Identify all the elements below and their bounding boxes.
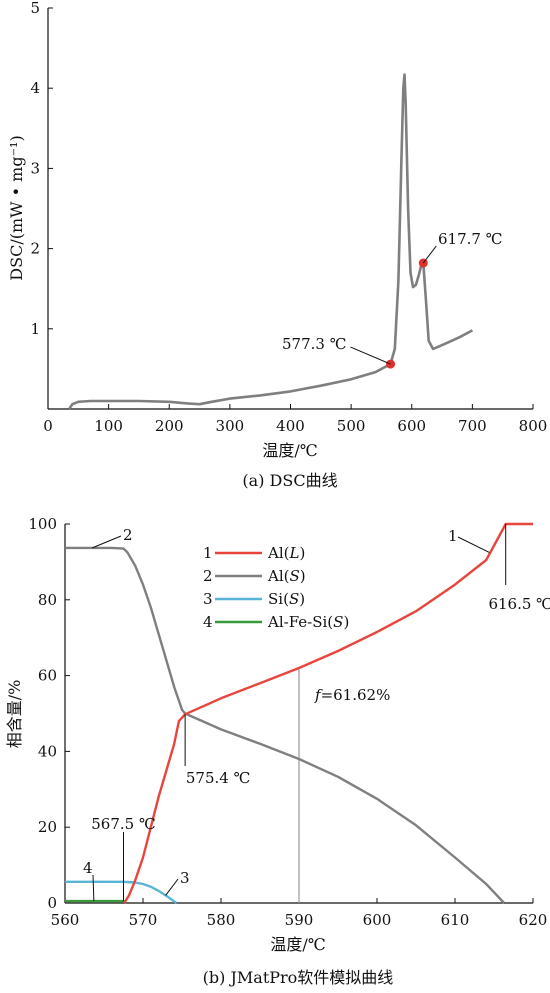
chart-b-legend-label-name: Al( (267, 544, 289, 562)
chart-b-xtick-label: 570 (129, 911, 158, 929)
chart-b-legend-label: Al(L) (267, 544, 305, 562)
chart-b-legend-label-phase: S (289, 567, 299, 585)
chart-b-legend-label-phase: L (288, 544, 299, 562)
chart-a-series-line (68, 73, 474, 410)
chart-b-annotation-fraction: f=61.62% (314, 686, 390, 704)
chart-b-legend-num: 2 (203, 567, 213, 585)
chart-a-xtick-label: 700 (458, 417, 487, 435)
chart-b-fraction-symbol: f (314, 686, 323, 704)
chart-b-ytick-label: 80 (38, 591, 57, 609)
chart-b-annotation-567: 567.5 ℃ (91, 815, 156, 833)
chart-a-xtick-label: 800 (519, 417, 548, 435)
chart-a-markers (386, 258, 428, 369)
chart-a-xtick-label: 600 (397, 417, 426, 435)
chart-a-xlabel: 温度/℃ (262, 441, 317, 460)
chart-b-legend-label-name: Al-Fe-Si( (267, 613, 333, 631)
chart-b-legend: 1 Al(L)2 Al(S)3 Si(S)4 Al-Fe-Si(S) (203, 544, 349, 631)
chart-b-caption: (b) JMatPro软件模拟曲线 (203, 968, 394, 987)
chart-a-annotations: 577.3 ℃ 617.7 ℃ (282, 230, 503, 365)
chart-b-annotation-616: 616.5 ℃ (488, 595, 550, 613)
chart-b-ytick-label: 60 (38, 667, 57, 685)
chart-b-legend-label-close: ) (299, 590, 305, 608)
chart-b-legend-label: Al(S) (267, 567, 306, 585)
chart-b-xlabel: 温度/℃ (270, 935, 325, 954)
chart-a-ticks: 0 100 200 300 400 500 600 700 800 1 2 3 4 5 (30, 0, 547, 435)
chart-a-xtick-label: 500 (337, 417, 366, 435)
chart-a-ytick-label: 2 (30, 240, 40, 258)
chart-b-ticks: 560 570 580 590 600 610 620 0 20 40 60 80 100 (28, 515, 547, 929)
chart-b-legend-label: Si(S) (268, 590, 305, 608)
chart-a-ytick-label: 5 (30, 0, 40, 17)
chart-b-annotations: 2 1 3 4 567.5 ℃ 575.4 ℃ 616.5 ℃ f=61.62% (83, 524, 550, 902)
chart-a-xtick-label: 0 (43, 417, 53, 435)
chart-b-curve-label-2: 2 (123, 526, 133, 544)
chart-a-xtick-label: 400 (276, 417, 305, 435)
chart-b-series (65, 522, 533, 904)
chart-b-legend-num: 4 (203, 613, 213, 631)
chart-b-ylabel: 相含量/% (5, 680, 24, 749)
chart-b-legend-label-close: ) (343, 613, 349, 631)
chart-b-curve-label-3: 3 (180, 869, 190, 887)
chart-b-legend-label-close: ) (299, 544, 305, 562)
chart-b-legend-label: Al-Fe-Si(S) (267, 613, 349, 631)
chart-b-legend-label-name: Si( (268, 590, 289, 608)
chart-b-series-line-1 (123, 522, 533, 904)
chart-b-curve-label-leader-3 (165, 878, 179, 896)
chart-b-xtick-label: 600 (363, 911, 392, 929)
chart-b-curve-label-leader-2 (92, 535, 122, 549)
chart-a-xtick-label: 300 (216, 417, 245, 435)
chart-b-ytick-label: 0 (47, 894, 57, 912)
chart-a-ytick-label: 3 (30, 159, 40, 177)
chart-b-ytick-label: 20 (38, 818, 57, 836)
chart-b-ytick-label: 40 (38, 742, 57, 760)
chart-a-xtick-label: 100 (94, 417, 123, 435)
chart-a-ytick-label: 1 (30, 320, 40, 338)
chart-a-annotation-leader-617 (422, 245, 437, 264)
chart-a-annotation-577: 577.3 ℃ (282, 335, 347, 353)
chart-a-caption: (a) DSC曲线 (242, 471, 337, 490)
chart-b-legend-num: 1 (203, 544, 213, 562)
chart-a-dsc: 0 100 200 300 400 500 600 700 800 1 2 3 4 5 577.3 ℃ 6… (7, 0, 547, 490)
chart-b-xtick-label: 580 (207, 911, 236, 929)
chart-b-legend-label-phase: S (289, 590, 299, 608)
chart-b-legend-num: 3 (203, 590, 213, 608)
chart-b-series-line-3 (65, 880, 178, 904)
chart-b-legend-label-close: ) (300, 567, 306, 585)
chart-b-xtick-label: 560 (51, 911, 80, 929)
chart-b-ytick-label: 100 (28, 515, 57, 533)
chart-b-annotation-575: 575.4 ℃ (186, 769, 251, 787)
chart-b-xtick-label: 590 (285, 911, 314, 929)
chart-a-ylabel: DSC/(mW • mg⁻¹) (7, 135, 26, 280)
chart-a-annotation-617: 617.7 ℃ (438, 230, 503, 248)
chart-b-xtick-label: 620 (519, 911, 548, 929)
chart-b-curve-label-4: 4 (83, 859, 93, 877)
chart-b-xtick-label: 610 (441, 911, 470, 929)
chart-a-xtick-label: 200 (155, 417, 184, 435)
chart-a-annotation-leader-577 (350, 346, 391, 365)
chart-a-series (68, 73, 474, 410)
chart-b-series-line-2 (65, 546, 505, 904)
chart-b-curve-label-leader-4 (92, 874, 95, 902)
chart-b-legend-label-phase: S (333, 613, 343, 631)
chart-b-curve-label-1: 1 (448, 527, 458, 545)
chart-b-curve-label-leader-1 (457, 536, 490, 553)
chart-b-fraction-value: =61.62% (321, 686, 391, 704)
chart-a-ytick-label: 4 (30, 79, 40, 97)
chart-b-legend-label-name: Al( (267, 567, 289, 585)
